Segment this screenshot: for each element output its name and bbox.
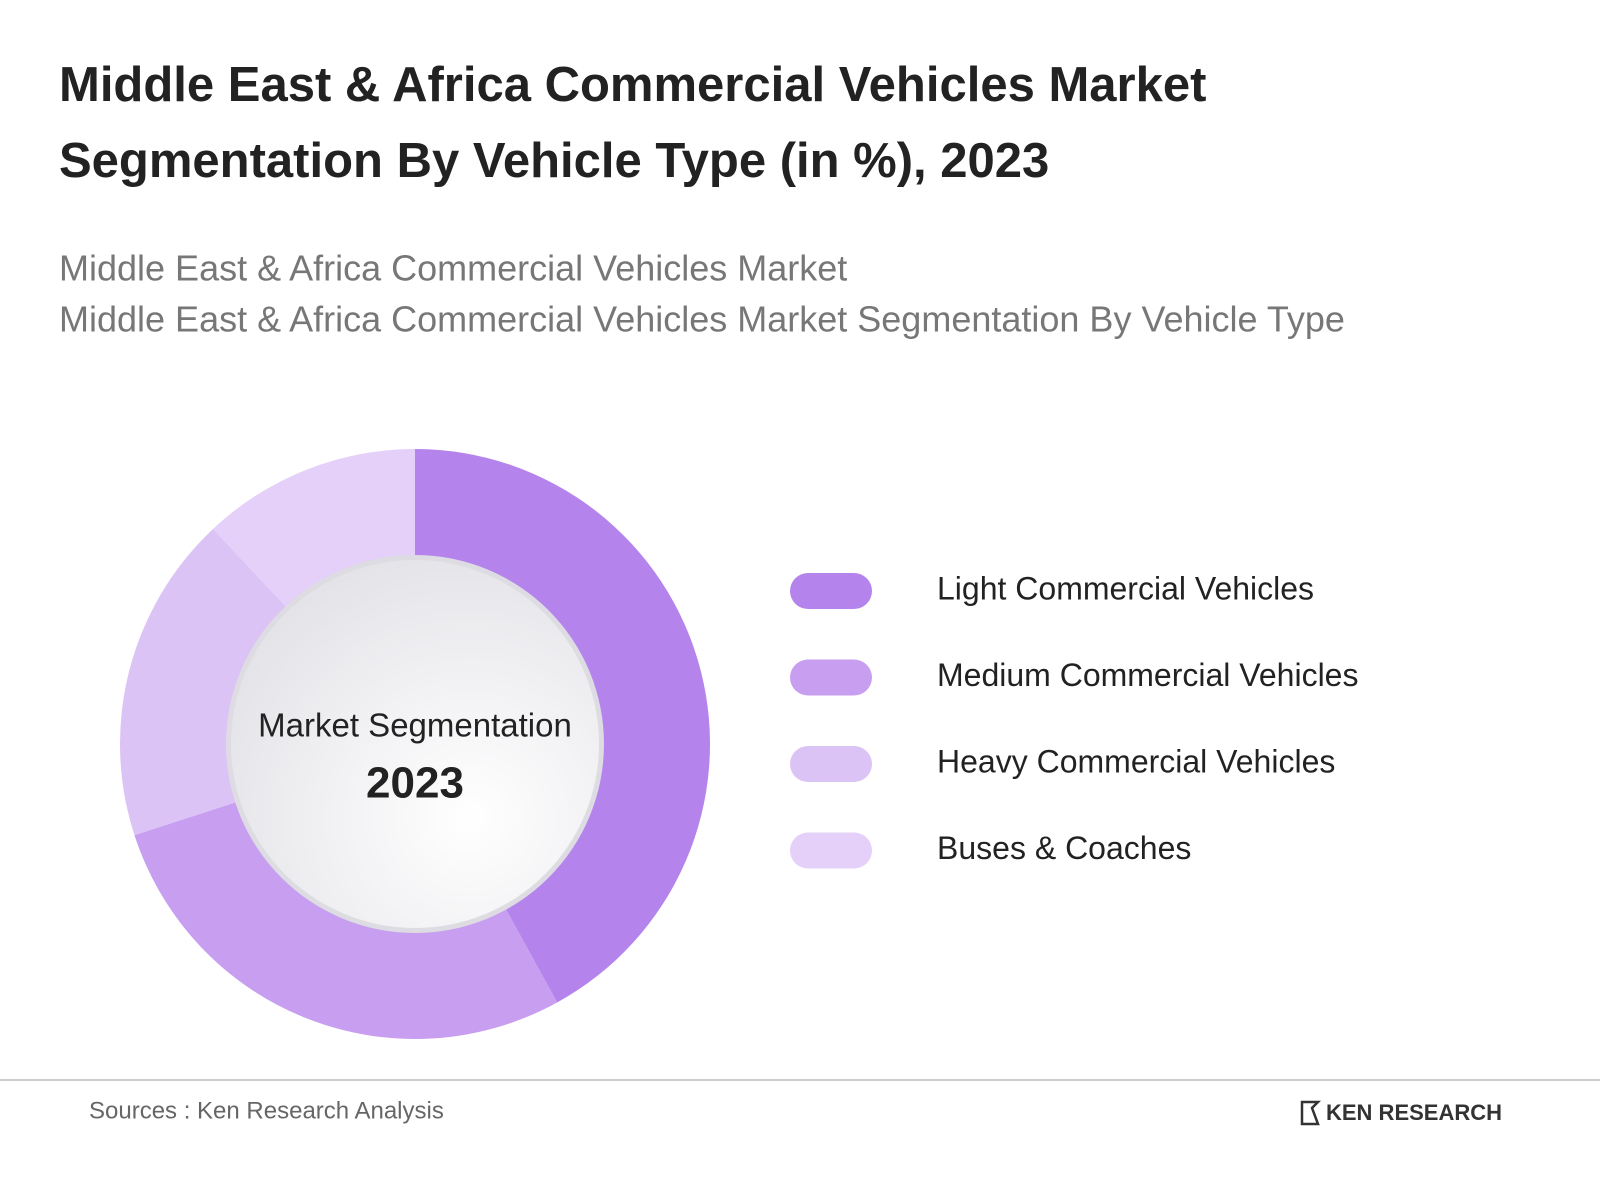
title-line: Segmentation By Vehicle Type (in %), 202… (59, 134, 1049, 188)
title-line: Middle East & Africa Commercial Vehicles… (59, 58, 1206, 112)
chart-title-text: Middle East & Africa Commercial Vehicles… (59, 58, 1206, 188)
legend-label: Buses & Coaches (937, 830, 1191, 866)
center-label: Market Segmentation (258, 707, 572, 744)
center-disc (231, 560, 599, 928)
logo-text: KEN RESEARCH (1326, 1100, 1502, 1125)
legend-label: Light Commercial Vehicles (937, 570, 1314, 606)
legend-swatch (790, 746, 872, 782)
logo: KEN RESEARCH (1300, 1100, 1502, 1126)
chart-title: Middle East & Africa Commercial Vehicles… (59, 58, 1206, 188)
legend: Light Commercial Vehicles Medium Commerci… (790, 570, 1358, 869)
source: Sources : Ken Research Analysis (89, 1097, 444, 1124)
legend-swatch (790, 832, 872, 869)
logo-icon (1300, 1100, 1322, 1126)
legend-label: Heavy Commercial Vehicles (937, 743, 1335, 779)
subtitle: Middle East & Africa Commercial Vehicles… (59, 248, 847, 289)
legend-swatch (790, 573, 872, 609)
center-year: 2023 (366, 759, 464, 808)
legend-label: Medium Commercial Vehicles (937, 657, 1358, 693)
legend-swatch (790, 659, 872, 696)
subtitle: Middle East & Africa Commercial Vehicles… (59, 299, 1345, 340)
